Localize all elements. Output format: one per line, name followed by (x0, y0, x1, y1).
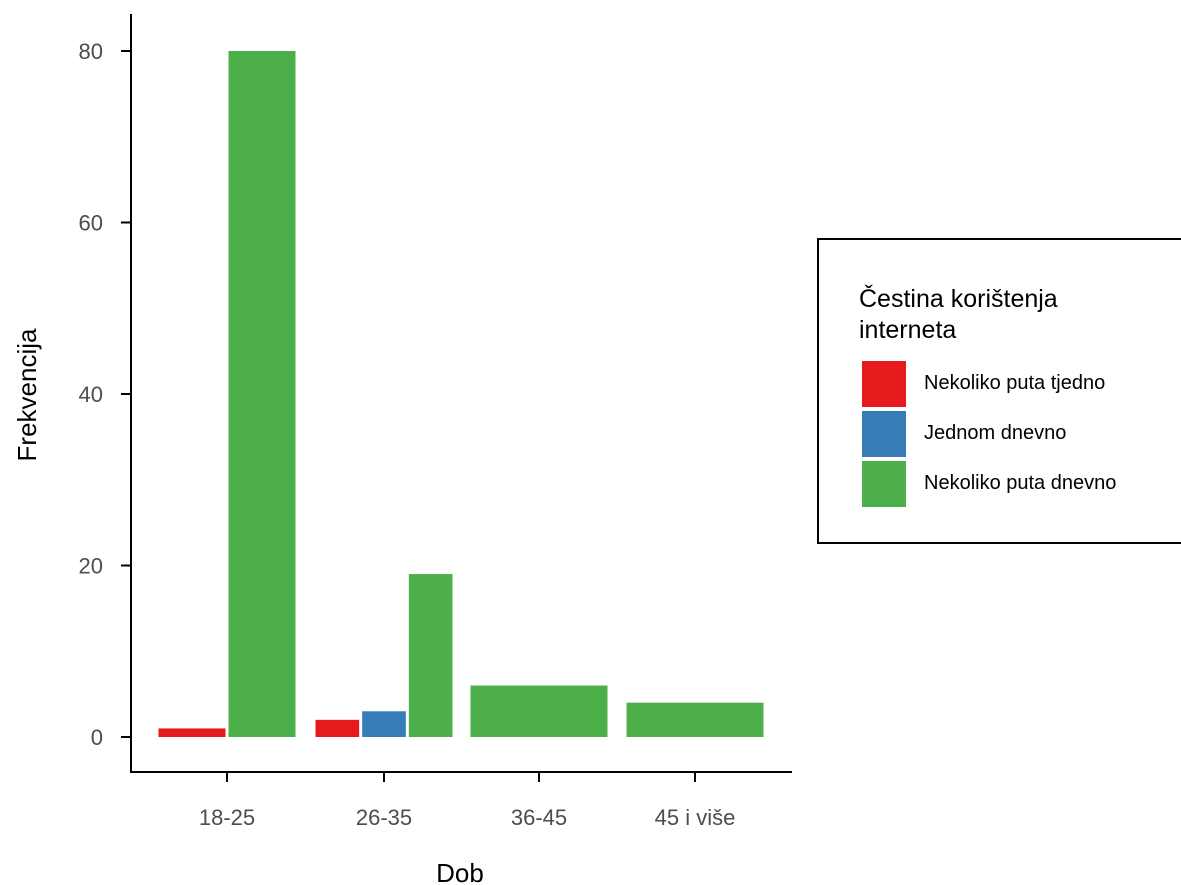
bar-36-45-series-2 (470, 685, 608, 737)
y-tick-label: 40 (79, 382, 103, 407)
x-tick-label: 36-45 (511, 805, 567, 830)
y-axis-title: Frekvencija (12, 328, 42, 461)
legend-swatch-weekly (862, 361, 906, 407)
bar-45-i-više-series-2 (626, 702, 764, 737)
bar-18-25-series-0 (158, 728, 226, 737)
y-tick-label: 60 (79, 211, 103, 236)
legend-swatch-daily-several (862, 461, 906, 507)
legend-item-daily-several: Nekoliko puta dnevno (862, 461, 1172, 507)
x-tick-label: 45 i više (655, 805, 736, 830)
y-ticks: 0 20 40 60 80 (79, 39, 131, 750)
legend-item-weekly: Nekoliko puta tjedno (862, 361, 1172, 407)
y-tick-label: 0 (91, 725, 103, 750)
bar-26-35-series-1 (362, 711, 406, 737)
x-tick-label: 18-25 (199, 805, 255, 830)
x-tick-label: 26-35 (356, 805, 412, 830)
legend-swatch-daily-once (862, 411, 906, 457)
legend-label-daily-several: Nekoliko puta dnevno (924, 472, 1117, 494)
legend-item-daily-once: Jednom dnevno (862, 411, 1172, 457)
x-ticks: 18-25 26-35 36-45 45 i više (199, 772, 736, 830)
y-tick-label: 80 (79, 39, 103, 64)
bar-26-35-series-0 (315, 719, 360, 737)
bar-26-35-series-2 (408, 574, 453, 737)
legend-title: Čestina korištenja interneta (859, 285, 1058, 344)
bar-18-25-series-2 (228, 51, 296, 737)
bars (158, 51, 764, 737)
y-tick-label: 20 (79, 554, 103, 579)
legend: Čestina korištenja interneta Nekoliko pu… (817, 238, 1181, 544)
x-axis-title: Dob (436, 858, 484, 885)
legend-label-daily-once: Jednom dnevno (924, 422, 1067, 444)
legend-label-weekly: Nekoliko puta tjedno (924, 372, 1106, 394)
